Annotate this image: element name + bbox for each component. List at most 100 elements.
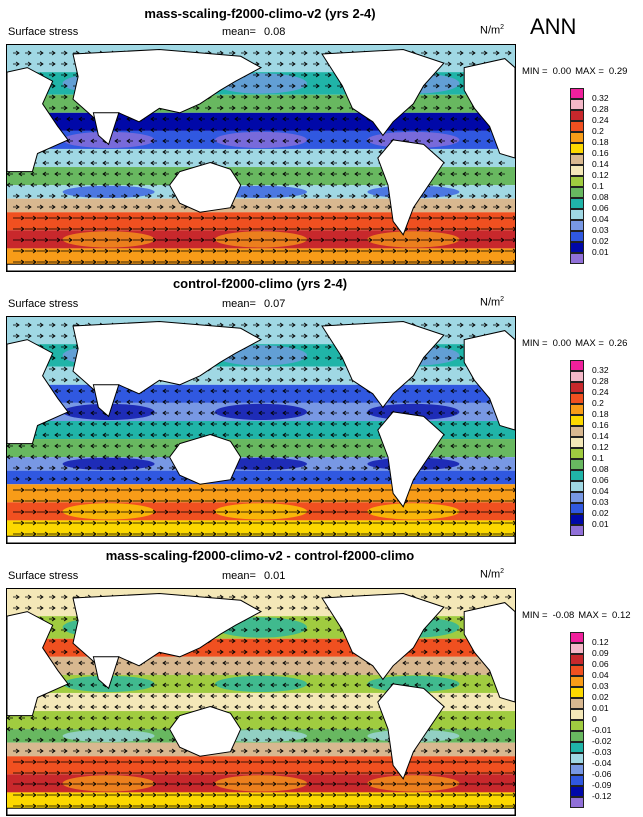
- vector-arrow: [306, 182, 313, 188]
- vector-arrow: [49, 237, 61, 243]
- max-label: MAX =: [575, 338, 604, 349]
- units-exponent: 2: [500, 296, 505, 303]
- vector-arrow: [186, 432, 193, 438]
- vector-arrow: [162, 454, 169, 460]
- vector-arrow: [61, 498, 73, 504]
- vector-arrow: [157, 204, 164, 210]
- vector-arrow: [318, 454, 325, 460]
- vector-arrow: [109, 237, 121, 243]
- vector-arrow: [198, 410, 205, 416]
- vector-arrow: [349, 531, 361, 537]
- vector-arrow: [186, 149, 193, 155]
- vector-arrow: [265, 781, 277, 787]
- contour-band: [7, 198, 515, 213]
- vector-arrow: [73, 226, 85, 232]
- vector-arrow: [337, 105, 344, 111]
- vector-arrow: [330, 454, 337, 460]
- vector-arrow: [277, 759, 289, 765]
- stress-map: [6, 316, 516, 544]
- vector-arrow: [121, 226, 133, 232]
- vector-arrow: [282, 432, 289, 438]
- vector-arrow: [121, 204, 128, 210]
- vector-arrow: [133, 520, 145, 526]
- vector-arrow: [409, 520, 421, 526]
- vector-arrow: [325, 748, 332, 754]
- vector-arrow: [366, 432, 373, 438]
- vector-arrow: [102, 421, 109, 427]
- vector-arrow: [114, 171, 121, 177]
- vector-arrow: [109, 737, 116, 743]
- vector-arrow: [301, 476, 308, 482]
- vector-arrow: [241, 759, 253, 765]
- vector-arrow: [306, 160, 313, 166]
- vector-arrow: [373, 226, 385, 232]
- vector-arrow: [385, 792, 397, 798]
- vector-arrow: [282, 704, 289, 710]
- vector-arrow: [265, 803, 277, 809]
- vector-arrow: [133, 215, 145, 221]
- vector-arrow: [157, 498, 169, 504]
- mean-readout: mean= 0.07: [222, 298, 285, 310]
- vector-arrow: [505, 803, 515, 809]
- vector-arrow: [349, 770, 361, 776]
- vector-arrow: [325, 83, 332, 89]
- vector-arrow: [246, 704, 253, 710]
- vector-arrow: [205, 531, 217, 537]
- vector-arrow: [198, 149, 205, 155]
- vector-arrow: [282, 682, 289, 688]
- vector-arrow: [313, 520, 325, 526]
- vector-arrow: [49, 94, 56, 100]
- vector-arrow: [301, 803, 313, 809]
- vector-arrow: [457, 531, 469, 537]
- vector-arrow: [397, 248, 409, 254]
- vector-arrow: [258, 421, 265, 427]
- vector-arrow: [97, 204, 104, 210]
- vector-arrow: [354, 410, 361, 416]
- vector-arrow: [114, 671, 121, 677]
- vector-arrow: [445, 748, 452, 754]
- vector-arrow: [289, 487, 301, 493]
- vector-arrow: [469, 737, 476, 743]
- vector-arrow: [229, 50, 236, 56]
- vector-arrow: [54, 715, 61, 721]
- vector-arrow: [313, 344, 320, 350]
- vector-arrow: [246, 421, 253, 427]
- vector-arrow: [469, 248, 481, 254]
- vector-arrow: [114, 704, 121, 710]
- vector-arrow: [253, 627, 260, 633]
- vector-arrow: [313, 105, 320, 111]
- vector-arrow: [361, 487, 373, 493]
- units-base: N/m: [480, 568, 501, 581]
- vector-arrow: [301, 498, 313, 504]
- vector-arrow: [462, 682, 469, 688]
- vector-arrow: [109, 759, 121, 765]
- vector-arrow: [97, 792, 109, 798]
- vector-arrow: [193, 215, 205, 221]
- vector-arrow: [258, 388, 265, 394]
- vector-arrow: [270, 171, 277, 177]
- mean-value: 0.01: [263, 570, 286, 582]
- vector-arrow: [289, 509, 301, 515]
- vector-arrow: [457, 248, 469, 254]
- vector-arrow: [186, 116, 193, 122]
- vector-arrow: [426, 410, 433, 416]
- vector-arrow: [450, 149, 457, 155]
- colorbar-tick-label: 0.18: [592, 409, 609, 419]
- contour-cell: [62, 729, 155, 743]
- vector-arrow: [174, 127, 181, 133]
- vector-arrow: [169, 237, 181, 243]
- vector-arrow: [162, 160, 169, 166]
- units-label: N/m2: [480, 568, 504, 581]
- vector-arrow: [217, 366, 224, 372]
- vector-arrow: [229, 638, 236, 644]
- vector-arrow: [61, 770, 73, 776]
- vector-arrow: [337, 377, 344, 383]
- vector-arrow: [145, 259, 157, 265]
- colorbar-swatch: [570, 492, 584, 503]
- vector-arrow: [438, 660, 445, 666]
- vector-arrow: [217, 520, 229, 526]
- vector-arrow: [330, 726, 337, 732]
- vector-arrow: [433, 748, 440, 754]
- vector-arrow: [258, 660, 265, 666]
- vector-arrow: [265, 61, 272, 67]
